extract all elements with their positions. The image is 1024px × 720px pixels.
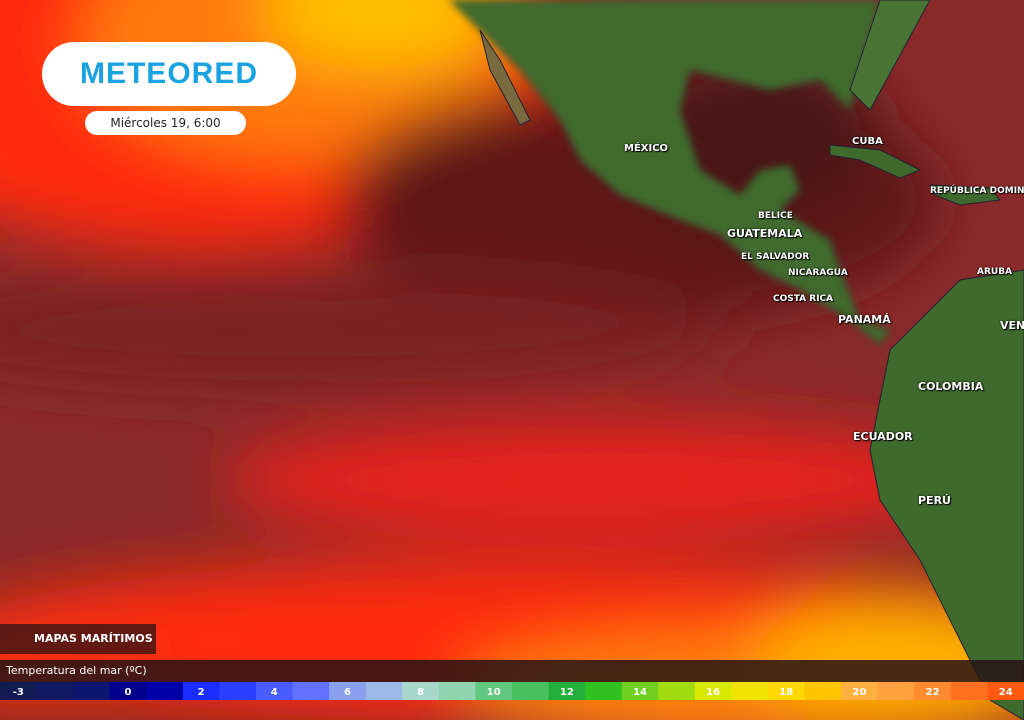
legend-tick-label: 4 (271, 687, 278, 698)
legend-swatch (658, 682, 696, 700)
legend-tick-label: 8 (417, 687, 424, 698)
legend-tick-label: 18 (779, 687, 793, 698)
legend-tick-label: -3 (13, 687, 24, 698)
legend-swatch (694, 682, 732, 700)
legend-tick-label: 22 (926, 687, 940, 698)
maritime-maps-badge[interactable]: MAPAS MARÍTIMOS (0, 624, 156, 654)
legend-swatch (0, 682, 38, 700)
legend-swatch (768, 682, 806, 700)
country-label: EL SALVADOR (741, 252, 810, 262)
legend-swatch (621, 682, 659, 700)
legend-tick-label: 20 (852, 687, 866, 698)
logo[interactable]: METEORED (42, 42, 296, 106)
legend-swatch (841, 682, 879, 700)
legend-swatch (914, 682, 952, 700)
country-label: COLOMBIA (918, 380, 984, 393)
legend-swatch (219, 682, 257, 700)
legend-swatch (402, 682, 440, 700)
legend-swatch (365, 682, 403, 700)
legend-tick-label: 6 (344, 687, 351, 698)
legend-title: Temperatura del mar (ºC) (0, 660, 1024, 682)
country-label: MÉXICO (624, 143, 669, 154)
legend-swatch (292, 682, 330, 700)
country-label: GUATEMALA (727, 227, 803, 240)
legend-tick-label: 12 (560, 687, 574, 698)
country-label: PANAMÁ (838, 313, 891, 326)
legend-swatch (73, 682, 111, 700)
legend-swatch (109, 682, 147, 700)
country-label: NICARAGUA (788, 268, 848, 278)
country-label: ARUBA (977, 267, 1013, 277)
legend-swatch (585, 682, 623, 700)
legend-swatch (804, 682, 842, 700)
country-label: VEN (1000, 319, 1024, 332)
legend-swatch (256, 682, 294, 700)
country-label: REPÚBLICA DOMINI (930, 186, 1024, 196)
legend-tick-label: 24 (999, 687, 1013, 698)
legend-swatch (475, 682, 513, 700)
legend-swatch (987, 682, 1024, 700)
country-label: CUBA (852, 136, 883, 147)
legend-tick-label: 0 (125, 687, 132, 698)
legend-swatch (146, 682, 184, 700)
legend-swatch (548, 682, 586, 700)
legend-tick-label: 14 (633, 687, 647, 698)
legend: -3 0 2 4 6 8 10 12 14 16 18 20 22 24 (0, 682, 1024, 700)
country-label: PERÚ (918, 494, 951, 507)
legend-swatch (512, 682, 550, 700)
legend-tick-label: 16 (706, 687, 720, 698)
legend-tick-label: 10 (487, 687, 501, 698)
legend-swatch (182, 682, 220, 700)
country-label: ECUADOR (853, 430, 913, 443)
legend-tick-label: 2 (198, 687, 205, 698)
legend-swatch (329, 682, 367, 700)
country-label: COSTA RICA (773, 294, 834, 304)
legend-swatch (731, 682, 769, 700)
legend-swatch (950, 682, 988, 700)
country-label: BELICE (758, 211, 793, 221)
legend-swatch (438, 682, 476, 700)
date-label: Miércoles 19, 6:00 (85, 111, 246, 135)
legend-swatch (877, 682, 915, 700)
legend-swatch (36, 682, 74, 700)
